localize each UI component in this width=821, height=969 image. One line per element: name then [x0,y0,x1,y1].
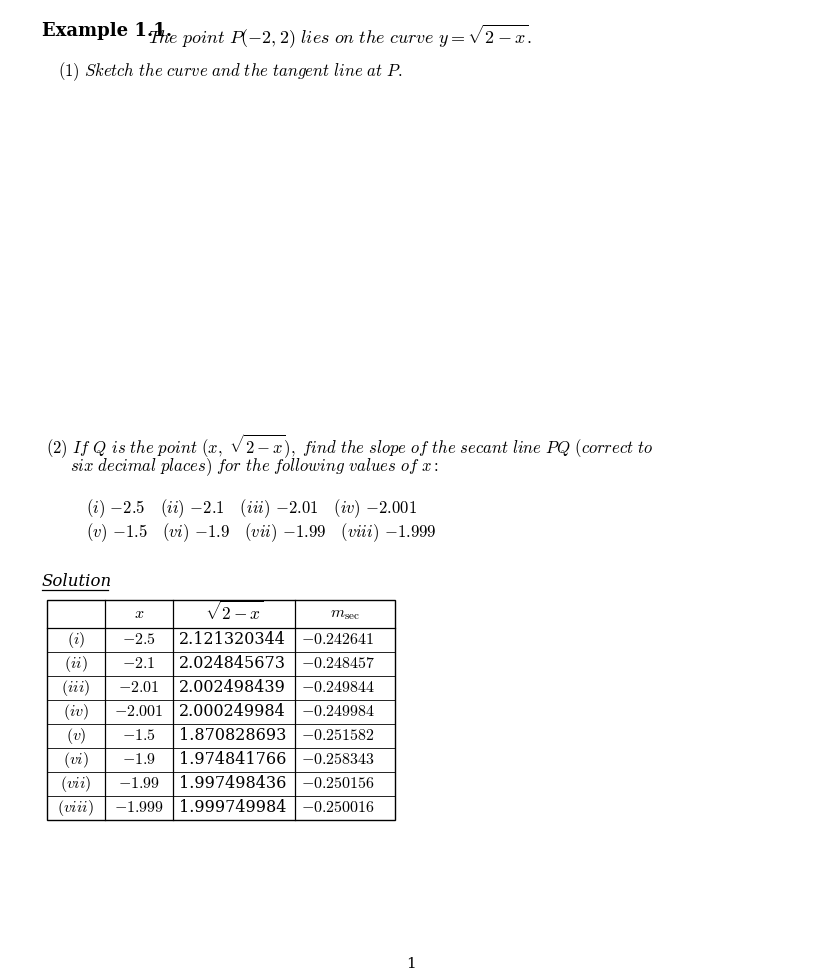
Text: $-0.242641$: $-0.242641$ [301,632,374,648]
Text: $(1)\ \it{Sketch\ the\ curve\ and\ the\ tangent\ line\ at\ }$$P\it{.}$: $(1)\ \it{Sketch\ the\ curve\ and\ the\ … [58,60,402,82]
Text: 1.997498436: 1.997498436 [179,775,287,793]
Text: $-0.250016$: $-0.250016$ [301,799,375,817]
Text: 2.000249984: 2.000249984 [179,703,286,721]
Text: 2.002498439: 2.002498439 [179,679,286,697]
Text: 1.999749984: 1.999749984 [179,799,287,817]
Text: $(viii)$: $(viii)$ [57,798,94,818]
Text: 2.024845673: 2.024845673 [179,655,286,672]
Text: $(iv)$: $(iv)$ [63,702,89,722]
Text: $-0.258343$: $-0.258343$ [301,752,375,768]
Text: Example 1.1.: Example 1.1. [42,22,172,40]
Text: $x$: $x$ [134,605,144,621]
Text: $\sqrt{2-x}$: $\sqrt{2-x}$ [204,601,264,624]
Text: $m_{\rm sec}$: $m_{\rm sec}$ [330,605,360,621]
Text: $(v)$: $(v)$ [66,726,86,746]
Text: Solution: Solution [42,573,112,590]
Text: $-0.249844$: $-0.249844$ [301,679,375,697]
Text: $-0.251582$: $-0.251582$ [301,728,375,744]
Text: 2.121320344: 2.121320344 [179,632,286,648]
Text: $-0.248457$: $-0.248457$ [301,655,375,672]
Text: $(vi)$: $(vi)$ [63,750,89,770]
Text: $-1.9$: $-1.9$ [122,752,156,768]
Text: $(i)$ $-2.5$   $(ii)$ $-2.1$   $(iii)$ $-2.01$   $(iv)$ $-2.001$: $(i)$ $-2.5$ $(ii)$ $-2.1$ $(iii)$ $-2.0… [86,497,417,519]
Text: $-1.5$: $-1.5$ [122,728,156,744]
Text: $-2.01$: $-2.01$ [118,679,160,697]
Text: $-2.1$: $-2.1$ [122,655,156,672]
Text: $(2)$ $\it{If\ }$$Q$ $\it{is\ the\ point\ }$$(x,\ \sqrt{2-x})$$\it{,\ find\ the\: $(2)$ $\it{If\ }$$Q$ $\it{is\ the\ point… [46,432,653,459]
Text: $-0.249984$: $-0.249984$ [301,703,375,721]
Text: $-1.999$: $-1.999$ [114,799,164,817]
Text: $\it{The\ point\ }$$P(-2, 2)$$\it{\ lies\ on\ the\ curve\ }$$y = \sqrt{2-x}$$\it: $\it{The\ point\ }$$P(-2, 2)$$\it{\ lies… [148,22,532,49]
Text: 1: 1 [406,957,415,969]
Text: $(ii)$: $(ii)$ [64,654,88,674]
Text: $-2.5$: $-2.5$ [122,632,156,648]
Text: $(vii)$: $(vii)$ [60,774,92,794]
Text: $(iii)$: $(iii)$ [62,678,90,698]
Text: $-1.99$: $-1.99$ [118,775,160,793]
Text: $-2.001$: $-2.001$ [114,703,163,721]
Text: $\it{six\ decimal\ places)\ for\ the\ following\ values\ of\ }$$x\it{:}$: $\it{six\ decimal\ places)\ for\ the\ fo… [70,456,439,478]
Bar [47,600,395,820]
Text: $(v)$ $-1.5$   $(vi)$ $-1.9$   $(vii)$ $-1.99$   $(viii)$ $-1.999$: $(v)$ $-1.5$ $(vi)$ $-1.9$ $(vii)$ $-1.9… [86,521,437,544]
Text: 1.870828693: 1.870828693 [179,728,287,744]
Text: $(i)$: $(i)$ [67,630,85,650]
Text: $-0.250156$: $-0.250156$ [301,775,375,793]
Text: 1.974841766: 1.974841766 [179,752,287,768]
